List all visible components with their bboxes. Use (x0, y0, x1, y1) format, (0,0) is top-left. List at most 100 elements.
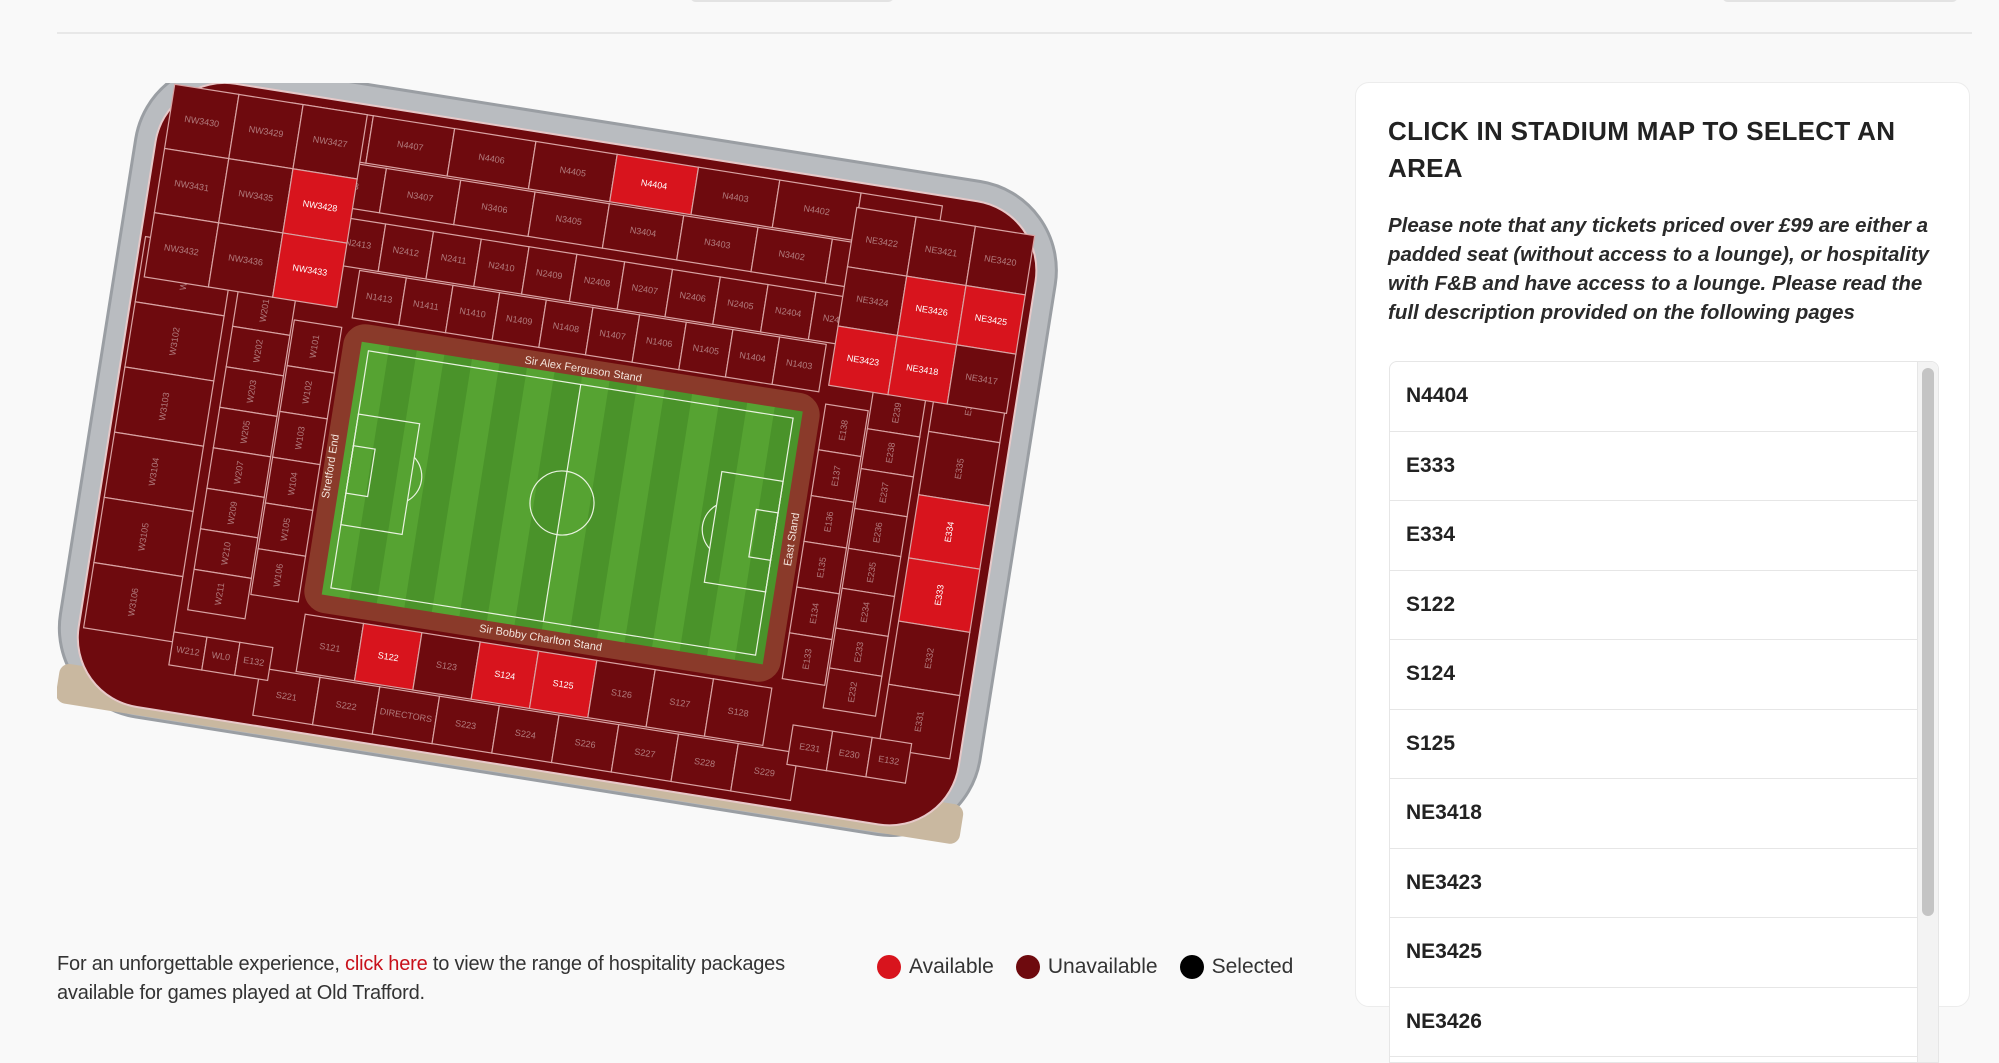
section-n1413[interactable]: N1413 (351, 269, 408, 326)
section-s124[interactable]: S124 (470, 641, 540, 710)
section-w205[interactable]: W205 (212, 406, 278, 458)
section-n1410[interactable]: N1410 (444, 284, 501, 341)
section-shape[interactable] (703, 678, 773, 747)
section-shape[interactable] (822, 667, 883, 717)
section-n2408[interactable]: N2408 (568, 253, 626, 310)
section-n2406[interactable]: N2406 (664, 268, 721, 326)
section-s121[interactable]: S121 (295, 613, 365, 682)
area-list-item[interactable]: NE3426 (1390, 988, 1918, 1057)
section-w212[interactable]: W212 (168, 631, 208, 671)
section-e232[interactable]: E232 (822, 667, 883, 717)
section-w101[interactable]: W101 (286, 319, 343, 374)
section-n3406[interactable]: N3406 (453, 179, 536, 238)
area-list-item[interactable]: S124 (1390, 640, 1918, 710)
section-s226[interactable]: S226 (550, 714, 620, 773)
section-shape[interactable] (946, 344, 1017, 415)
section-s228[interactable]: S228 (670, 733, 739, 792)
section-ne3418[interactable]: NE3418 (887, 334, 958, 405)
section-nw3430[interactable]: NW3430 (163, 83, 240, 160)
section-e134[interactable]: E134 (788, 586, 840, 641)
section-e332[interactable]: E332 (887, 620, 971, 697)
section-n2411[interactable]: N2411 (425, 230, 482, 288)
section-shape[interactable] (82, 561, 184, 643)
section-ne3421[interactable]: NE3421 (906, 216, 977, 287)
section-e335[interactable]: E335 (918, 430, 1001, 507)
scrollbar-thumb[interactable] (1922, 368, 1934, 916)
section-e135[interactable]: E135 (796, 540, 848, 595)
section-w105[interactable]: W105 (257, 502, 314, 557)
section-n2409[interactable]: N2409 (520, 246, 578, 303)
section-n1407[interactable]: N1407 (584, 306, 641, 363)
section-n2410[interactable]: N2410 (473, 238, 530, 295)
section-n1408[interactable]: N1408 (538, 299, 594, 356)
section-nw3432[interactable]: NW3432 (143, 211, 220, 288)
stadium-map[interactable]: N1413 N1411 N1410 N1409 N1408 N1407 N1406 N1405… (57, 83, 1071, 918)
top-button-fragment[interactable] (1722, 0, 1958, 2)
section-nw3436[interactable]: NW3436 (207, 222, 284, 298)
section-s123[interactable]: S123 (412, 631, 481, 700)
area-list-item[interactable]: N4404 (1390, 362, 1918, 432)
section-e238[interactable]: E238 (860, 428, 921, 478)
section-w211[interactable]: W211 (187, 568, 253, 620)
section-shape[interactable] (250, 548, 307, 603)
area-list-item[interactable]: S125 (1390, 710, 1918, 779)
section-e137[interactable]: E137 (810, 449, 862, 503)
section-shape[interactable] (234, 641, 274, 682)
scrollbar-track[interactable] (1917, 362, 1938, 1062)
section-s128[interactable]: S128 (703, 678, 773, 747)
area-list-item[interactable]: S122 (1390, 571, 1918, 640)
section-n1411[interactable]: N1411 (398, 277, 454, 334)
section-nw3431[interactable]: NW3431 (153, 147, 230, 224)
section-s229[interactable]: S229 (730, 742, 799, 802)
section-e132[interactable]: E132 (234, 641, 274, 682)
section-w3103[interactable]: W3103 (113, 366, 215, 447)
section-nw3428[interactable]: NW3428 (282, 168, 358, 244)
section-n1406[interactable]: N1406 (631, 314, 687, 371)
section-s127[interactable]: S127 (645, 668, 715, 737)
section-s223[interactable]: S223 (431, 695, 500, 754)
hospitality-link[interactable]: click here (345, 953, 428, 975)
section-nw3429[interactable]: NW3429 (228, 93, 304, 170)
section-e136[interactable]: E136 (803, 494, 855, 549)
section-s122[interactable]: S122 (353, 622, 423, 691)
section-ne3424[interactable]: NE3424 (837, 266, 908, 337)
section-ne3417[interactable]: NE3417 (946, 344, 1017, 415)
section-e138[interactable]: E138 (817, 403, 869, 458)
section-e235[interactable]: E235 (841, 547, 902, 598)
section-n4403[interactable]: N4403 (690, 166, 781, 229)
section-s224[interactable]: S224 (491, 704, 560, 764)
section-shape[interactable] (730, 742, 799, 802)
area-list-item[interactable]: E334 (1390, 501, 1918, 571)
section-e237[interactable]: E237 (854, 467, 915, 518)
area-list-item[interactable]: NE3418 (1390, 779, 1918, 849)
section-ne3422[interactable]: NE3422 (846, 206, 917, 277)
section-e133[interactable]: E133 (781, 632, 833, 687)
section-ne3420[interactable]: NE3420 (965, 225, 1036, 296)
section-e331[interactable]: E331 (877, 683, 961, 760)
section-ne3423[interactable]: NE3423 (828, 325, 899, 396)
section-shape[interactable] (771, 336, 827, 393)
section-n1404[interactable]: N1404 (724, 328, 781, 386)
section-n4407[interactable]: N4407 (365, 115, 456, 177)
section-w202[interactable]: W202 (225, 325, 291, 377)
section-shape[interactable] (877, 683, 961, 760)
section-w102[interactable]: W102 (279, 364, 336, 420)
section-e239[interactable]: E239 (866, 388, 927, 438)
section-ne3425[interactable]: NE3425 (955, 284, 1026, 355)
section-n1409[interactable]: N1409 (491, 291, 548, 349)
section-w106[interactable]: W106 (250, 548, 307, 603)
section-e334[interactable]: E334 (907, 494, 991, 570)
section-shape[interactable] (271, 232, 348, 309)
section-nw3427[interactable]: NW3427 (292, 103, 369, 180)
section-wl0[interactable]: WL0 (201, 636, 241, 676)
section-shape[interactable] (781, 632, 833, 687)
section-n2405[interactable]: N2405 (712, 276, 769, 333)
section-e233[interactable]: E233 (828, 627, 889, 677)
section-e236[interactable]: E236 (847, 507, 908, 558)
section-shape[interactable] (187, 568, 253, 620)
area-list-item[interactable]: NE3425 (1390, 918, 1918, 988)
section-n2407[interactable]: N2407 (616, 261, 674, 318)
section-n4402[interactable]: N4402 (771, 179, 862, 242)
top-tab-fragment[interactable] (690, 0, 894, 2)
section-nw3435[interactable]: NW3435 (217, 157, 294, 234)
